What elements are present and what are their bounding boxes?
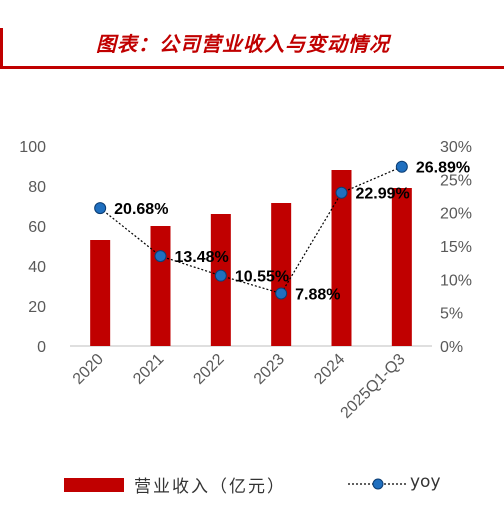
y-tick-label: 80 <box>28 179 46 196</box>
bar <box>150 226 171 346</box>
y2-tick-label: 30% <box>440 139 472 156</box>
title-underline <box>0 66 504 69</box>
yoy-data-label: 22.99% <box>356 186 410 203</box>
title-bar: 图表：公司营业收入与变动情况 <box>0 0 504 72</box>
yoy-point <box>275 287 288 300</box>
y-tick-label: 20 <box>28 299 46 316</box>
bar <box>391 188 412 346</box>
x-tick-label: 2021 <box>130 351 167 388</box>
y2-tick-label: 25% <box>440 172 472 189</box>
y-tick-label: 100 <box>19 139 46 156</box>
y2-tick-label: 5% <box>440 306 463 323</box>
yoy-data-label: 10.55% <box>235 269 289 286</box>
yoy-data-label: 7.88% <box>295 286 340 303</box>
x-tick-label: 2022 <box>190 351 227 388</box>
yoy-point <box>214 269 227 282</box>
y-tick-label: 40 <box>28 259 46 276</box>
y-tick-label: 60 <box>28 219 46 236</box>
legend-bar-label: 营业收入（亿元） <box>134 477 286 497</box>
y2-tick-label: 10% <box>440 272 472 289</box>
title-accent-mark <box>0 28 3 68</box>
bar <box>331 170 352 346</box>
legend-bar-swatch <box>64 478 124 492</box>
yoy-point <box>154 250 167 263</box>
legend-line-label: yoy <box>410 472 441 492</box>
yoy-point <box>94 202 107 215</box>
bar <box>271 203 292 346</box>
chart-plot: 0 20 40 60 80 100 0% 5% 10% 15% 20% 25% 30% 2020 2021 2… <box>19 139 472 422</box>
y2-tick-label: 15% <box>440 239 472 256</box>
y2-tick-label: 0% <box>440 339 463 356</box>
yoy-point <box>335 186 348 199</box>
yoy-data-label: 20.68% <box>114 201 168 218</box>
chart-title: 图表：公司营业收入与变动情况 <box>96 32 390 56</box>
bar <box>90 240 111 346</box>
y2-tick-label: 20% <box>440 206 472 223</box>
x-tick-label: 2020 <box>70 351 107 388</box>
legend-line-swatch <box>348 478 408 490</box>
yoy-data-label: 13.48% <box>175 249 229 266</box>
yoy-line <box>99 166 403 295</box>
yoy-point <box>395 160 408 173</box>
x-tick-label: 2024 <box>311 351 348 388</box>
x-tick-label: 2025Q1-Q3 <box>338 351 409 422</box>
yoy-data-label: 26.89% <box>416 160 470 177</box>
chart-legend: 营业收入（亿元） yoy <box>0 466 504 502</box>
x-tick-label: 2023 <box>251 351 288 388</box>
y-tick-label: 0 <box>37 339 46 356</box>
